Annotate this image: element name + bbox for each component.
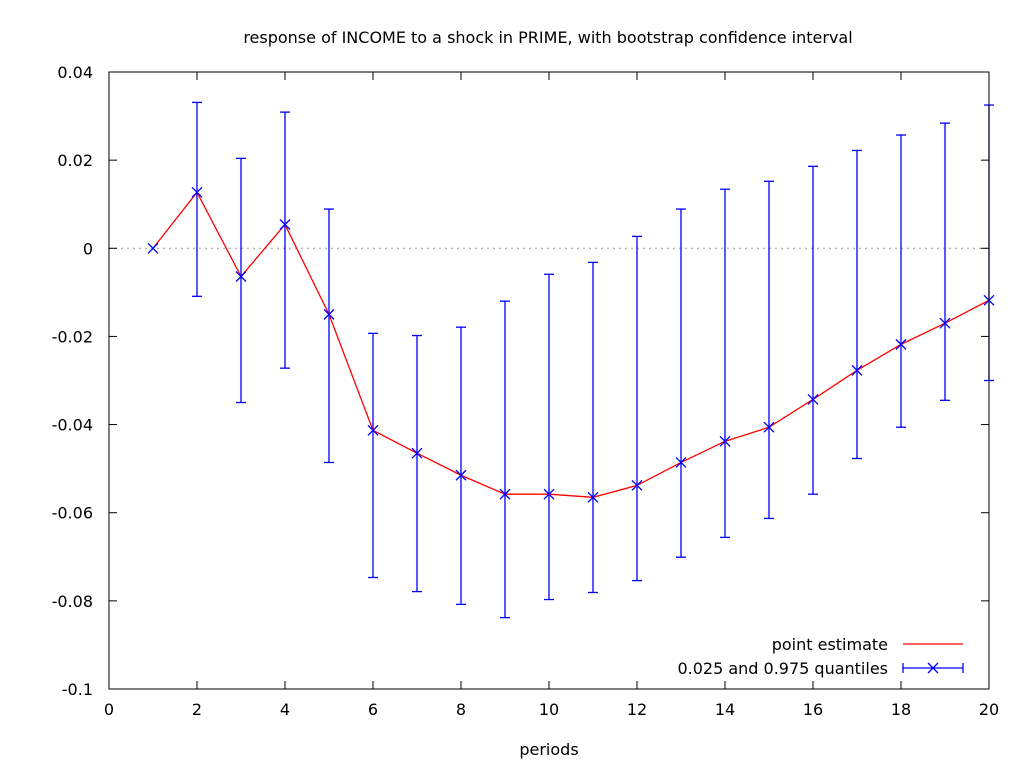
point-estimate-marker <box>939 317 951 329</box>
x-tick-label: 4 <box>280 700 290 719</box>
point-estimate-marker <box>323 308 335 320</box>
point-estimate-marker <box>543 488 555 500</box>
y-tick-label: 0 <box>83 239 93 258</box>
x-tick-label: 18 <box>891 700 911 719</box>
x-tick-label: 14 <box>715 700 735 719</box>
point-estimate-line <box>152 191 990 498</box>
point-estimate-marker <box>367 424 379 436</box>
chart-title: response of INCOME to a shock in PRIME, … <box>243 28 852 47</box>
legend-swatch-quantiles <box>902 662 964 674</box>
point-estimate-marker <box>719 435 731 447</box>
point-estimate-marker <box>807 393 819 405</box>
point-estimate-marker <box>191 186 203 198</box>
point-estimate-marker <box>455 469 467 481</box>
plot-frame <box>108 71 990 690</box>
legend-marker <box>927 662 939 674</box>
point-estimate-marker <box>499 488 511 500</box>
x-tick-label: 8 <box>456 700 466 719</box>
x-tick-label: 0 <box>104 700 114 719</box>
point-estimate-marker <box>763 421 775 433</box>
point-estimate-marker <box>675 457 687 468</box>
point-estimate-marker <box>279 219 291 230</box>
y-tick-label: -0.02 <box>52 327 93 346</box>
x-tick-label: 20 <box>979 700 999 719</box>
point-estimate-marker <box>895 338 907 350</box>
y-tick-label: -0.08 <box>52 592 93 611</box>
point-estimate-marker <box>147 242 159 254</box>
y-tick-label: -0.1 <box>62 680 93 699</box>
point-estimate-marker <box>235 271 247 282</box>
x-tick-label: 16 <box>803 700 823 719</box>
y-tick-label: -0.04 <box>52 416 93 435</box>
x-tick-label: 6 <box>368 700 378 719</box>
x-tick-label: 10 <box>539 700 559 719</box>
x-tick-label: 12 <box>627 700 647 719</box>
x-tick-label: 2 <box>192 700 202 719</box>
y-tick-label: 0.02 <box>57 151 93 170</box>
legend: point estimate 0.025 and 0.975 quantiles <box>677 635 964 678</box>
point-estimate-marker <box>587 491 599 503</box>
y-tick-label: -0.06 <box>52 504 93 523</box>
point-estimate-marker <box>411 447 423 459</box>
point-estimate-marker <box>851 364 863 376</box>
x-axis-label: periods <box>519 740 578 759</box>
legend-label-point-estimate: point estimate <box>772 635 888 654</box>
point-estimate-marker <box>631 479 643 491</box>
legend-label-quantiles: 0.025 and 0.975 quantiles <box>677 659 888 678</box>
y-tick-label: 0.04 <box>57 63 93 82</box>
